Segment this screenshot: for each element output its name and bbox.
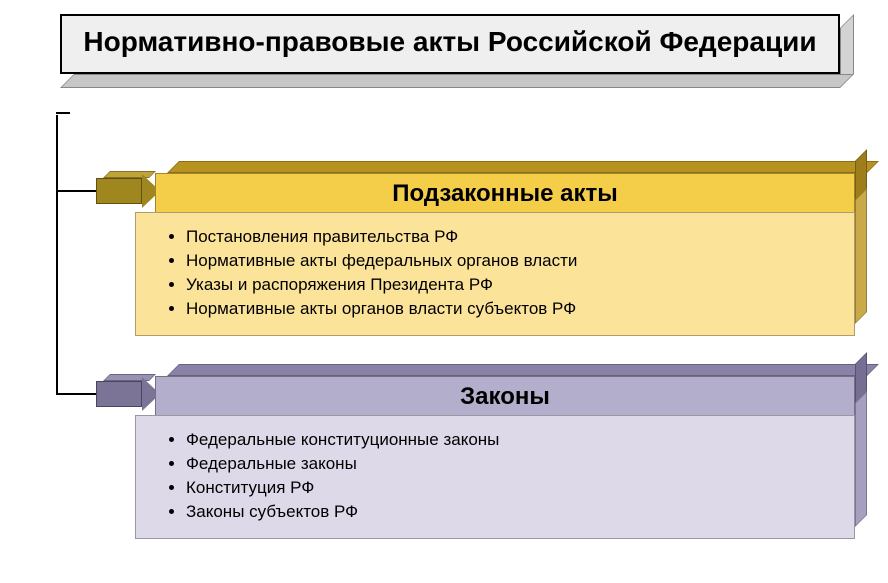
category-body: Постановления правительства РФНормативны… <box>135 212 855 336</box>
list-item: Законы субъектов РФ <box>186 500 836 524</box>
connector-branch-2 <box>56 393 96 395</box>
main-title: Нормативно-правовые акты Российской Феде… <box>60 14 840 74</box>
arrow-icon <box>96 178 156 204</box>
item-list: Федеральные конституционные законыФедера… <box>168 428 836 524</box>
category-header: Подзаконные акты <box>155 173 855 215</box>
connector-vertical <box>56 115 58 395</box>
list-item: Нормативные акты федеральных органов вла… <box>186 249 836 273</box>
title-box-bottom <box>60 74 854 88</box>
list-item: Нормативные акты органов власти субъекто… <box>186 297 836 321</box>
title-box: Нормативно-правовые акты Российской Феде… <box>60 14 840 74</box>
category-header: Законы <box>155 376 855 418</box>
connector-branch-1 <box>56 190 96 192</box>
diagram-root: Нормативно-правовые акты Российской Феде… <box>0 0 888 583</box>
item-list: Постановления правительства РФНормативны… <box>168 225 836 321</box>
list-item: Постановления правительства РФ <box>186 225 836 249</box>
list-item: Федеральные конституционные законы <box>186 428 836 452</box>
arrow-icon <box>96 381 156 407</box>
category-body: Федеральные конституционные законыФедера… <box>135 415 855 539</box>
category-body-front: Постановления правительства РФНормативны… <box>135 212 855 336</box>
list-item: Конституция РФ <box>186 476 836 500</box>
category-body-front: Федеральные конституционные законыФедера… <box>135 415 855 539</box>
list-item: Федеральные законы <box>186 452 836 476</box>
category-header-label: Законы <box>155 376 855 418</box>
connector-stub <box>56 112 70 114</box>
list-item: Указы и распоряжения Президента РФ <box>186 273 836 297</box>
category-header-label: Подзаконные акты <box>155 173 855 215</box>
